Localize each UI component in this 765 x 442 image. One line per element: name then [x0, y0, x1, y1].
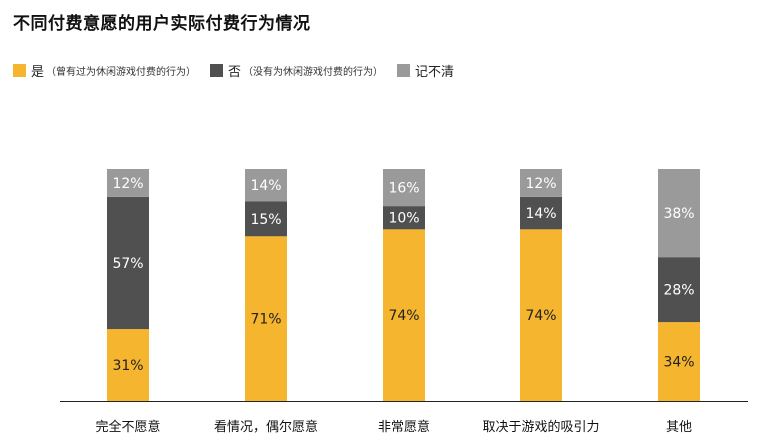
bar-segment [520, 169, 562, 197]
bar-segment [520, 196, 562, 230]
data-label: 38% [663, 206, 694, 222]
bar-stack: 31% 57% 12% [107, 169, 149, 401]
legend-note-yes: （曾有过为休闲游戏付费的行为） [46, 66, 197, 78]
bar-segment [383, 169, 425, 207]
bar-segment [107, 169, 149, 197]
data-label: 12% [525, 176, 556, 192]
bar-segment [245, 236, 287, 401]
legend-item-no: 否 （没有为休闲游戏付费的行为） [210, 61, 383, 80]
data-label: 57% [112, 256, 143, 272]
data-label: 15% [250, 212, 281, 228]
legend-label-unsure: 记不清 [415, 64, 455, 80]
bar-segment [107, 196, 149, 330]
data-label: 14% [250, 178, 281, 194]
legend-item-yes: 是 （曾有过为休闲游戏付费的行为） [13, 61, 196, 80]
legend-item-unsure: 记不清 [397, 61, 454, 80]
bar-stack: 74% 14% 12% [520, 169, 562, 401]
data-label: 31% [112, 358, 143, 374]
legend-swatch-no [210, 63, 224, 77]
category-label: 非常愿意 [378, 419, 430, 435]
data-label: 74% [388, 308, 419, 324]
legend-note-no: （没有为休闲游戏付费的行为） [243, 66, 384, 78]
bar-segment [107, 329, 149, 401]
bar-segment [658, 257, 700, 323]
data-label: 12% [112, 176, 143, 192]
data-label: 16% [388, 181, 419, 197]
bar-segment [383, 229, 425, 401]
bar-segment [658, 322, 700, 401]
legend-swatch-yes [13, 63, 26, 77]
bar-segment [658, 169, 700, 258]
bar-segment [245, 169, 287, 202]
category-label: 完全不愿意 [95, 419, 160, 435]
chart-title: 不同付费意愿的用户实际付费行为情况 [13, 14, 311, 34]
bar-segment [245, 201, 287, 237]
bar-stack: 74% 10% 16% [383, 169, 425, 401]
data-label: 10% [388, 211, 419, 227]
category-label: 看情况，偶尔愿意 [214, 419, 318, 435]
data-label: 71% [250, 312, 281, 328]
legend-label-yes: 是 [31, 64, 45, 80]
bar-segment [383, 206, 425, 230]
data-label: 74% [525, 308, 556, 324]
legend: 是 （曾有过为休闲游戏付费的行为） 否 （没有为休闲游戏付费的行为） 记不清 [13, 61, 468, 80]
category-label: 取决于游戏的吸引力 [482, 419, 599, 435]
legend-label-no: 否 [228, 64, 242, 80]
bar-stack: 71% 15% 14% [245, 169, 287, 401]
data-label: 28% [663, 283, 694, 299]
data-label: 34% [663, 355, 694, 371]
bar-stack: 34% 28% 38% [658, 169, 700, 401]
bar-segment [520, 229, 562, 401]
data-label: 14% [525, 206, 556, 222]
category-label: 其他 [666, 420, 692, 435]
legend-swatch-unsure [397, 63, 411, 77]
